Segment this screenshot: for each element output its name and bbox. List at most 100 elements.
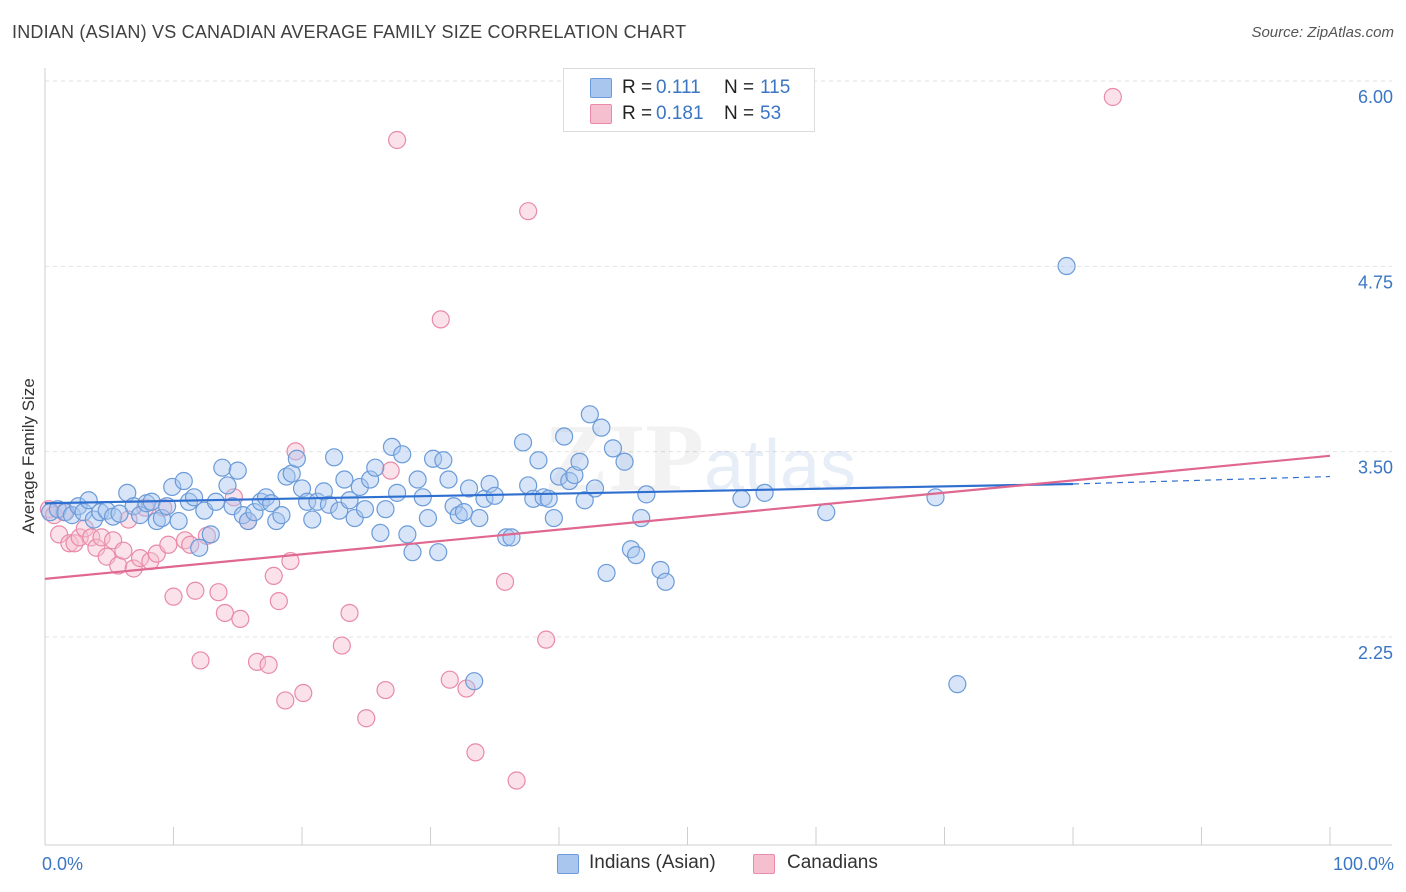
indians-point — [303, 510, 322, 529]
indians-point — [459, 479, 479, 498]
indians-point — [465, 672, 484, 691]
canadians-point — [340, 603, 359, 623]
indians-point — [755, 483, 774, 502]
canadians-point — [440, 670, 459, 689]
indians-point — [238, 511, 258, 531]
watermark-atlas: atlas — [704, 426, 856, 506]
indians-point — [130, 506, 150, 525]
gridlines — [45, 80, 1392, 638]
indians-point — [732, 489, 751, 508]
legend-n-label: N = — [724, 103, 755, 124]
indians-point — [287, 449, 306, 468]
indians-point — [948, 675, 967, 694]
indians-point — [817, 503, 836, 522]
indians-point — [592, 418, 611, 437]
indians-point — [79, 491, 98, 510]
legend-n-value: 53 — [760, 103, 782, 124]
indians-point — [544, 508, 563, 528]
indians-point — [335, 470, 354, 489]
y-axis-label: Average Family Size — [19, 378, 38, 534]
indians-point — [585, 479, 605, 498]
indians-point — [575, 491, 594, 510]
x-tick-label-min: 0.0% — [42, 854, 83, 874]
canadians-point — [130, 549, 150, 568]
canadians-point — [215, 603, 234, 623]
canadians-point — [431, 310, 450, 329]
canadians-point — [186, 581, 205, 600]
watermark: ZIPatlas — [544, 404, 856, 511]
indians-point — [110, 504, 129, 523]
indians-trend-extension — [1072, 475, 1331, 485]
indians-point — [470, 508, 489, 528]
y-tick-label: 2.25 — [1358, 643, 1393, 663]
indians-point — [439, 470, 458, 489]
canadians-point — [259, 655, 278, 674]
indians-point — [444, 497, 463, 516]
legend-swatch-pink — [590, 104, 612, 124]
indians-point — [529, 451, 548, 470]
canadians-point — [1103, 87, 1122, 107]
legend-row-canadians: R = 0.181 N = 53 — [564, 101, 814, 127]
indians-point — [147, 511, 166, 531]
indians-point — [361, 470, 380, 489]
indians-point — [256, 488, 276, 507]
canadians-point — [537, 630, 556, 649]
trend-lines — [44, 454, 1331, 580]
indians-point — [366, 458, 385, 477]
indians-point — [570, 452, 589, 471]
legend-row-indians: R = 0.111 N = 115 — [564, 75, 814, 101]
canadians-point — [466, 743, 485, 762]
canadians-point — [209, 583, 228, 602]
indians-point — [454, 503, 474, 522]
canadians-point — [457, 679, 476, 698]
indians-point — [245, 503, 264, 522]
indians-trend-line — [44, 482, 1074, 505]
canadians-point — [294, 683, 313, 703]
series-label-indians: Indians (Asian) — [589, 852, 716, 873]
indians-point — [371, 523, 390, 543]
stats-legend: R = 0.111 N = 115 R = 0.181 N = 53 — [563, 68, 815, 132]
canadians-point — [357, 709, 376, 728]
indians-point — [429, 543, 448, 562]
canadians-point — [159, 535, 178, 554]
canadians-point — [231, 609, 250, 628]
indians-point — [560, 471, 579, 491]
canadians-point — [247, 652, 267, 671]
indians-point — [418, 508, 438, 528]
indians-point — [408, 470, 427, 489]
legend-n-label: N = — [724, 77, 755, 98]
indians-point — [637, 485, 656, 504]
canadians-point — [82, 528, 101, 547]
canadians-point — [114, 541, 133, 560]
indians-point — [277, 467, 296, 486]
y-tick-label: 3.50 — [1358, 458, 1393, 478]
canadians-point — [119, 510, 138, 529]
indians-point — [398, 525, 417, 544]
indians-point — [355, 500, 375, 519]
canadians-point — [60, 534, 79, 553]
indians-point — [632, 508, 651, 528]
indians-point — [393, 445, 412, 464]
indians-point — [387, 483, 407, 502]
indians-point — [656, 572, 675, 591]
indians-point — [201, 525, 220, 544]
legend-r-label: R = — [622, 77, 653, 98]
canadians-point — [164, 587, 183, 606]
indians-point — [502, 528, 521, 547]
indians-point — [267, 511, 286, 531]
indians-point — [376, 500, 395, 519]
legend-r-value: 0.181 — [656, 103, 704, 124]
indians-point — [314, 482, 333, 501]
indians-point — [190, 538, 209, 557]
indians-point — [382, 437, 402, 457]
series-label-canadians: Canadians — [787, 852, 878, 873]
indians-point — [62, 506, 82, 525]
indians-point — [163, 477, 182, 497]
indians-point — [272, 506, 291, 525]
indians-point — [480, 474, 499, 494]
indians-point — [626, 546, 646, 565]
canadians-point — [387, 130, 407, 150]
legend-r-label: R = — [622, 103, 653, 124]
indians-point — [565, 465, 584, 485]
indians-point — [206, 492, 226, 511]
